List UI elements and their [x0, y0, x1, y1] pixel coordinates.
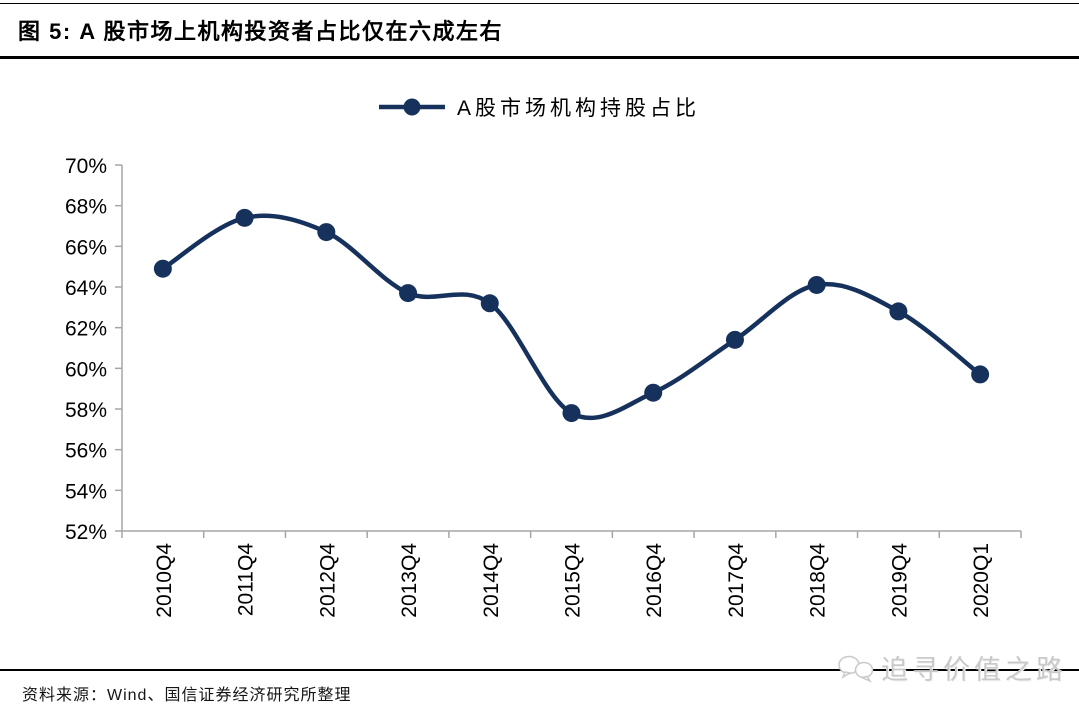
- x-tick-label: 2011Q4: [235, 543, 258, 616]
- y-tick-label: 52%: [65, 521, 107, 544]
- y-tick-label: 62%: [65, 318, 107, 341]
- data-point-marker: [235, 208, 254, 227]
- top-rule: [0, 3, 1079, 4]
- footer-rule: [0, 669, 1079, 671]
- watermark-text: 追寻价值之路: [881, 655, 1067, 685]
- y-tick-label: 58%: [65, 399, 107, 422]
- chat-bubbles-icon: [838, 655, 874, 683]
- data-point-marker: [317, 223, 336, 242]
- watermark: 追寻价值之路: [837, 648, 1067, 687]
- x-tick-label: 2020Q1: [970, 543, 993, 618]
- chart-legend: A股市场机构持股占比: [0, 92, 1079, 122]
- x-tick-label: 2014Q4: [480, 543, 503, 618]
- y-tick-label: 70%: [65, 155, 107, 178]
- data-point-marker: [889, 302, 908, 321]
- y-tick-label: 68%: [65, 196, 107, 219]
- data-point-marker: [562, 404, 581, 423]
- line-chart: 70% 68% 66% 64% 62% 60% 58% 56% 54% 52% 2010Q4 2011…: [65, 155, 1022, 618]
- data-point-marker: [153, 259, 172, 278]
- data-point-marker: [971, 365, 990, 384]
- data-point-marker: [399, 284, 418, 303]
- legend-line-marker-icon: [378, 98, 445, 116]
- data-point-marker: [807, 275, 826, 294]
- x-tick-label: 2017Q4: [725, 543, 748, 618]
- y-tick-label: 64%: [65, 277, 107, 300]
- y-tick-label: 56%: [65, 440, 107, 463]
- x-tick-label: 2018Q4: [807, 543, 830, 618]
- x-tick-label: 2016Q4: [643, 543, 666, 618]
- series-line: [160, 213, 983, 421]
- x-tick-label: 2015Q4: [562, 543, 585, 618]
- data-point-marker: [480, 294, 499, 313]
- data-point-marker: [644, 383, 663, 402]
- x-tick-label: 2019Q4: [888, 543, 911, 618]
- source-note: 资料来源：Wind、国信证券经济研究所整理: [22, 687, 352, 704]
- y-tick-label: 66%: [65, 236, 107, 259]
- figure-title: 图 5: A 股市场上机构投资者占比仅在六成左右: [18, 19, 503, 44]
- data-point-marker: [725, 330, 744, 349]
- y-tick-label: 60%: [65, 358, 107, 381]
- legend-label: A股市场机构持股占比: [456, 97, 700, 120]
- x-tick-label: 2013Q4: [398, 543, 421, 618]
- y-tick-label: 54%: [65, 480, 107, 503]
- x-tick-label: 2010Q4: [153, 543, 176, 618]
- title-rule: [0, 56, 1079, 59]
- x-tick-label: 2012Q4: [316, 543, 339, 618]
